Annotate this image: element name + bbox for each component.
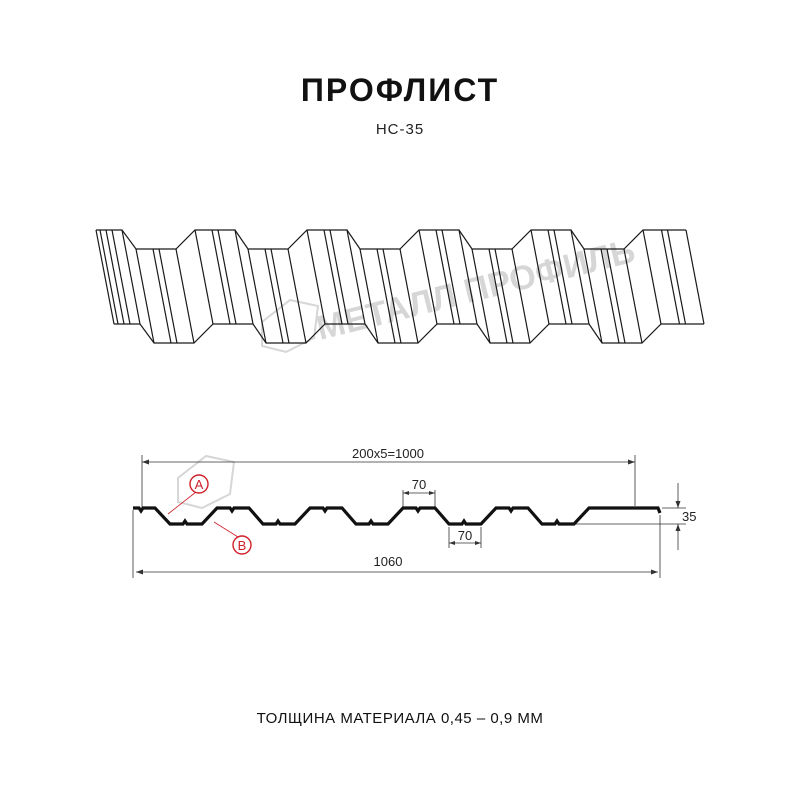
sheet-rib-line [234, 229, 254, 325]
sheet-rib-line [418, 229, 438, 325]
sheet-stiffener-line [211, 229, 231, 325]
sheet-stiffener-line [376, 248, 396, 344]
sheet-stiffener-line [494, 248, 514, 344]
dim-pitch-total: 200x5=1000 [352, 446, 424, 461]
sheet-rib-line [685, 229, 705, 325]
sheet-stiffener-line [158, 248, 178, 344]
sheet-stiffener-line [217, 229, 237, 325]
sheet-rib-line [583, 248, 603, 344]
sheet-stiffener-line [435, 229, 455, 325]
sheet-rib-line [530, 229, 550, 325]
sheet-rib-line [623, 248, 643, 344]
sheet-rib-line [121, 229, 141, 325]
sheet-stiffener-line [270, 248, 290, 344]
dimension-lines [132, 455, 686, 578]
sheet-rib-line [247, 248, 267, 344]
sheet-stiffener-line [660, 229, 681, 325]
sheet-stiffener-line [111, 229, 131, 325]
sheet-bottom-edge [114, 323, 704, 344]
sheet-stiffener-line [382, 248, 402, 344]
model-subtitle: НС-35 [375, 121, 425, 138]
sheet-3d-view [95, 229, 705, 344]
sheet-stiffener-line [553, 229, 573, 325]
sheet-stiffener-line [329, 229, 349, 325]
sheet-stiffener-line [264, 248, 284, 344]
sheet-rib-line [458, 229, 478, 325]
sheet-rib-line [287, 248, 307, 344]
dim-bottom-width: 70 [458, 528, 472, 543]
callout-b: B [213, 521, 252, 555]
sheet-rib-line [471, 248, 491, 344]
sheet-stiffener-line [152, 248, 172, 344]
callout-b-label: B [238, 538, 247, 553]
callout-a: A [167, 474, 209, 515]
sheet-edge-line [99, 229, 119, 325]
sheet-rib-line [175, 248, 195, 344]
dimension-arrows [136, 459, 681, 575]
watermark-logo-icon [177, 454, 236, 510]
profile-cross-section [133, 506, 662, 526]
sheet-rib-line [306, 229, 326, 325]
sheet-stiffener-line [606, 248, 626, 344]
sheet-stiffener-line [105, 229, 125, 325]
dim-height: 35 [682, 509, 696, 524]
sheet-rib-line [511, 248, 531, 344]
sheet-stiffener-line [547, 229, 567, 325]
sheet-rib-line [570, 229, 590, 325]
sheet-stiffener-line [488, 248, 508, 344]
page-title: ПРОФЛИСТ [300, 72, 500, 108]
dim-overall-width: 1060 [374, 554, 403, 569]
sheet-rib-line [346, 229, 366, 325]
sheet-stiffener-line [441, 229, 461, 325]
watermark-logo-icon [261, 298, 320, 354]
sheet-rib-line [135, 248, 155, 344]
sheet-stiffener-line [323, 229, 343, 325]
callout-a-label: A [195, 477, 204, 492]
sheet-stiffener-line [600, 248, 620, 344]
sheet-rib-line [399, 248, 419, 344]
material-thickness: ТОЛЩИНА МАТЕРИАЛА 0,45 – 0,9 ММ [256, 710, 544, 727]
sheet-rib-line [642, 229, 662, 325]
watermark-bottom [177, 454, 236, 510]
dim-top-width: 70 [412, 477, 426, 492]
sheet-top-edge [96, 229, 686, 250]
sheet-rib-line [95, 229, 115, 325]
sheet-stiffener-line [666, 229, 687, 325]
sheet-rib-line [359, 248, 379, 344]
sheet-rib-line [194, 229, 214, 325]
